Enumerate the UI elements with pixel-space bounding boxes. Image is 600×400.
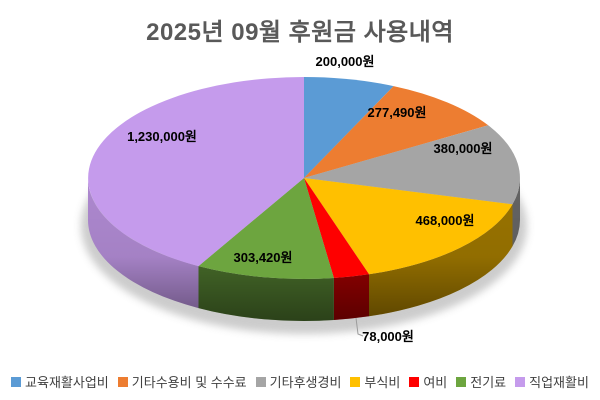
chart-title: 2025년 09월 후원금 사용내역 — [146, 19, 454, 46]
legend: 교육재활사업비 기타수용비 및 수수료 기타후생경비 부식비 여비 전기료 직업재활비 — [0, 372, 600, 391]
legend-swatch-icon — [515, 376, 526, 387]
legend-label: 여비 — [423, 375, 448, 390]
legend-item-1[interactable]: 기타수용비 및 수수료 — [117, 372, 247, 391]
legend-item-2[interactable]: 기타후생경비 — [255, 372, 342, 391]
data-label-2: 380,000원 — [434, 141, 493, 156]
legend-label: 기타수용비 및 수수료 — [131, 375, 247, 390]
data-label-0: 200,000원 — [316, 54, 375, 69]
legend-label: 교육재활사업비 — [25, 375, 109, 390]
legend-item-4[interactable]: 여비 — [409, 372, 447, 391]
data-label-1: 277,490원 — [368, 105, 427, 120]
legend-item-3[interactable]: 부식비 — [350, 372, 400, 391]
legend-label: 전기료 — [470, 375, 507, 390]
legend-swatch-icon — [255, 376, 266, 387]
legend-item-5[interactable]: 전기료 — [456, 372, 506, 391]
data-label-6: 1,230,000원 — [127, 129, 197, 144]
leader-line-icon — [355, 317, 364, 337]
data-label-3: 468,000원 — [416, 213, 475, 228]
pie-rim-4 — [333, 274, 369, 320]
legend-swatch-icon — [350, 376, 361, 387]
legend-label: 기타후생경비 — [269, 375, 342, 390]
legend-swatch-icon — [409, 376, 420, 387]
pie-slice-0[interactable] — [304, 77, 394, 178]
pie-slice-5[interactable] — [198, 178, 334, 279]
legend-item-6[interactable]: 직업재활비 — [515, 372, 589, 391]
pie-slice-6[interactable] — [88, 77, 305, 267]
legend-label: 직업재활비 — [529, 375, 589, 390]
legend-swatch-icon — [117, 376, 128, 387]
pie-slice-3[interactable] — [304, 178, 513, 275]
legend-swatch-icon — [456, 376, 467, 387]
pie-slice-2[interactable] — [304, 125, 520, 205]
data-label-4: 78,000원 — [362, 329, 414, 344]
legend-label: 부식비 — [364, 375, 401, 390]
legend-item-0[interactable]: 교육재활사업비 — [11, 372, 109, 391]
pie-slice-4[interactable] — [304, 178, 369, 278]
pie-slice-1[interactable] — [304, 86, 489, 178]
data-label-5: 303,420원 — [234, 250, 293, 265]
legend-swatch-icon — [11, 376, 22, 387]
